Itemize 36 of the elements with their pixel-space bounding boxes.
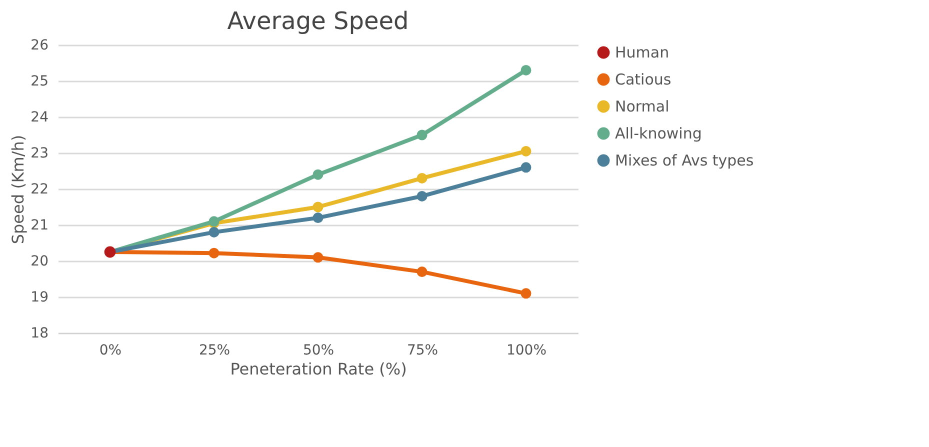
point: [312, 212, 324, 224]
point: [416, 190, 428, 202]
y-tick-label: 20: [30, 254, 48, 270]
point: [312, 202, 324, 212]
point: [520, 146, 532, 156]
point: [520, 288, 532, 299]
point: [208, 248, 220, 258]
point: [520, 64, 532, 76]
y-tick-label: 24: [30, 110, 49, 126]
point: [312, 252, 324, 263]
legend-label: Catious: [615, 70, 672, 88]
point: [416, 266, 428, 278]
legend-label: All-knowing: [615, 124, 702, 142]
y-tick-label: 22: [30, 182, 48, 198]
x-axis-title: Peneteration Rate (%): [230, 360, 407, 378]
x-tick-label: 25%: [198, 342, 230, 358]
point: [312, 169, 324, 180]
legend-label: Mixes of Avs types: [615, 152, 754, 170]
x-tick-label: 75%: [406, 342, 438, 358]
point: [416, 130, 428, 140]
chart-title: Average Speed: [227, 7, 409, 35]
y-tick-label: 26: [30, 38, 49, 54]
y-tick-label: 25: [30, 74, 48, 90]
x-tick-label: 0%: [99, 342, 122, 358]
y-axis-title: Speed (Km/h): [8, 134, 28, 244]
y-tick-label: 21: [30, 218, 48, 234]
x-tick-label: 100%: [506, 342, 547, 358]
point: [208, 226, 220, 238]
legend-label: Normal: [615, 98, 670, 116]
point: [520, 162, 532, 173]
x-tick-label: 50%: [302, 342, 334, 358]
y-tick-label: 18: [30, 326, 48, 342]
y-tick-label: 23: [30, 146, 48, 162]
legend-label: Human: [615, 44, 670, 62]
y-tick-label: 19: [30, 290, 48, 306]
point: [416, 172, 428, 184]
